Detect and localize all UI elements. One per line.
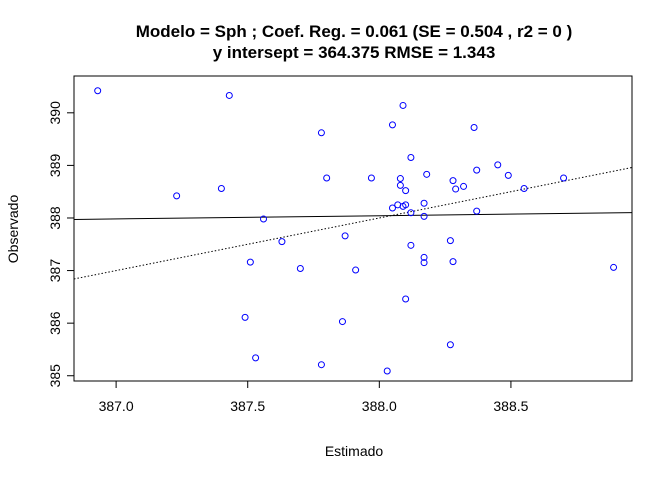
- x-tick-label: 387.0: [99, 398, 134, 414]
- y-tick-label: 386: [47, 311, 63, 335]
- chart-title-line1: Modelo = Sph ; Coef. Reg. = 0.061 (SE = …: [136, 22, 573, 41]
- data-point: [318, 130, 324, 136]
- data-point: [342, 233, 348, 239]
- data-point: [95, 88, 101, 94]
- data-point: [474, 167, 480, 173]
- data-point: [611, 264, 617, 270]
- data-point: [421, 213, 427, 219]
- data-point: [403, 296, 409, 302]
- points-layer: [95, 88, 617, 374]
- y-tick-label: 387: [47, 259, 63, 283]
- data-point: [174, 193, 180, 199]
- data-point: [495, 162, 501, 168]
- y-tick-label: 388: [47, 206, 63, 230]
- identity-line: [74, 168, 632, 279]
- data-point: [226, 92, 232, 98]
- data-point: [253, 355, 259, 361]
- data-point: [400, 102, 406, 108]
- x-tick-label: 388.5: [493, 398, 528, 414]
- data-point: [397, 176, 403, 182]
- data-point: [339, 319, 345, 325]
- data-point: [521, 186, 527, 192]
- y-axis-label: Observado: [5, 195, 21, 264]
- data-point: [218, 186, 224, 192]
- plot-frame: [74, 76, 632, 381]
- y-tick-label: 385: [47, 364, 63, 388]
- data-point: [447, 238, 453, 244]
- lines-layer: [74, 168, 632, 279]
- data-point: [353, 267, 359, 273]
- y-tick-label: 389: [47, 154, 63, 178]
- data-point: [408, 210, 414, 216]
- data-point: [471, 125, 477, 131]
- data-point: [247, 259, 253, 265]
- data-point: [297, 265, 303, 271]
- x-tick-label: 387.5: [230, 398, 265, 414]
- chart-title-line2: y intersept = 364.375 RMSE = 1.343: [213, 43, 496, 62]
- data-point: [450, 259, 456, 265]
- data-point: [447, 342, 453, 348]
- data-point: [318, 362, 324, 368]
- data-point: [450, 178, 456, 184]
- x-axis-label: Estimado: [325, 443, 384, 459]
- data-point: [279, 239, 285, 245]
- regression-line: [74, 213, 632, 220]
- y-axis: 385 386 387 388 389 390: [47, 101, 74, 388]
- data-point: [453, 186, 459, 192]
- data-point: [424, 171, 430, 177]
- data-point: [561, 175, 567, 181]
- y-tick-label: 390: [47, 101, 63, 125]
- x-axis: 387.0 387.5 388.0 388.5: [99, 381, 529, 414]
- data-point: [408, 242, 414, 248]
- data-point: [324, 175, 330, 181]
- data-point: [461, 183, 467, 189]
- x-tick-label: 388.0: [362, 398, 397, 414]
- data-point: [505, 172, 511, 178]
- data-point: [389, 205, 395, 211]
- data-point: [474, 208, 480, 214]
- data-point: [242, 314, 248, 320]
- data-point: [408, 155, 414, 161]
- data-point: [397, 182, 403, 188]
- data-point: [368, 175, 374, 181]
- data-point: [403, 188, 409, 194]
- data-point: [389, 122, 395, 128]
- data-point: [384, 368, 390, 374]
- data-point: [421, 200, 427, 206]
